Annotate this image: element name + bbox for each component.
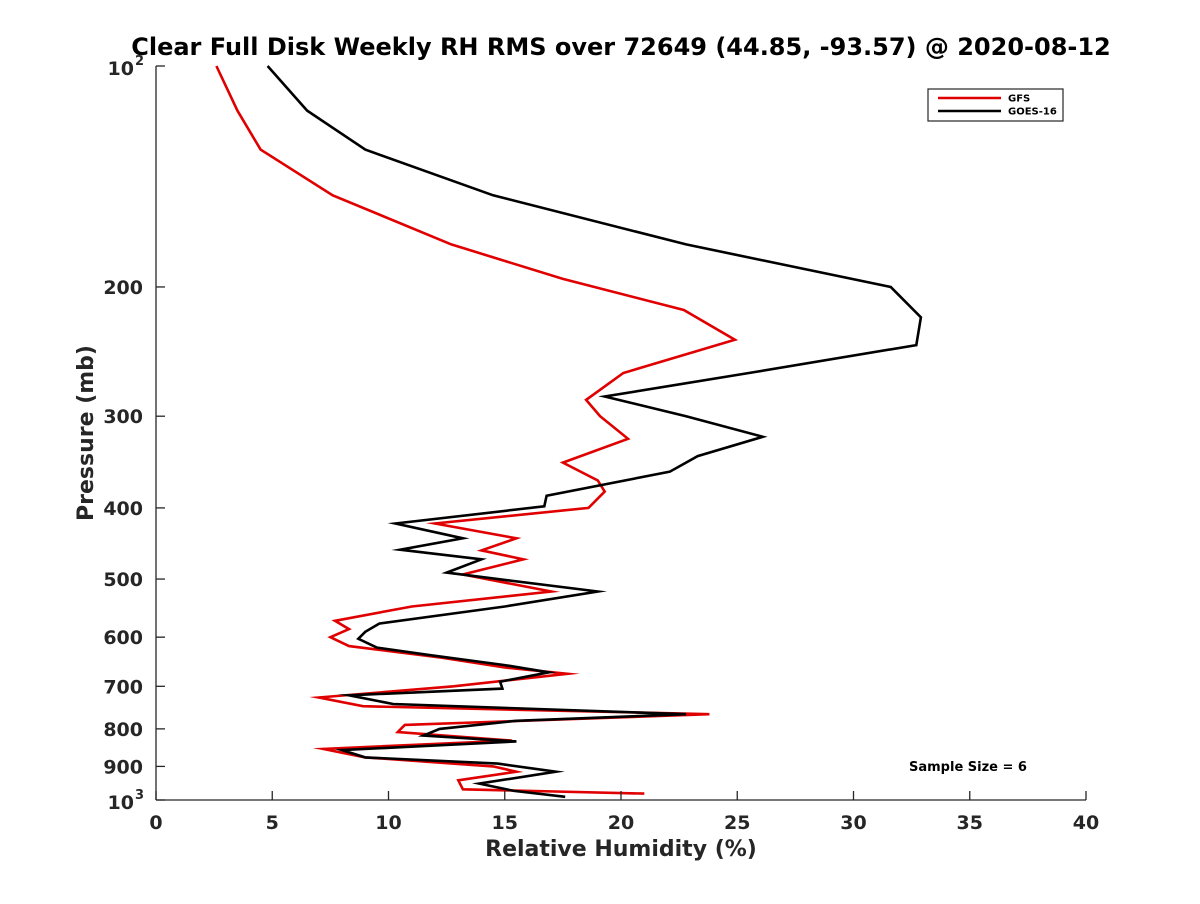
series-line-gfs xyxy=(215,65,739,795)
legend-box xyxy=(927,88,1064,122)
x-tick-label: 20 xyxy=(608,812,634,834)
x-tick-label: 35 xyxy=(957,812,983,834)
y-tick-label: 600 xyxy=(103,627,143,649)
chart-title: Clear Full Disk Weekly RH RMS over 72649… xyxy=(131,33,1111,61)
x-axis-label: Relative Humidity (%) xyxy=(485,837,757,862)
x-tick-label: 0 xyxy=(149,812,162,834)
legend: GFS GOES-16 xyxy=(927,88,1064,122)
legend-label-goes-16: GOES-16 xyxy=(1008,107,1057,118)
y-tick-exponent: 2 xyxy=(135,54,144,69)
x-tick-label: 40 xyxy=(1073,812,1099,834)
x-tick-label: 5 xyxy=(266,812,279,834)
y-tick-label: 900 xyxy=(103,756,143,778)
y-tick-label: 400 xyxy=(103,498,143,520)
x-tick-label: 10 xyxy=(375,812,401,834)
x-tick-label: 25 xyxy=(724,812,750,834)
series-lines xyxy=(215,65,923,799)
legend-label-gfs: GFS xyxy=(1008,94,1030,105)
y-tick-label: 500 xyxy=(103,569,143,591)
x-tick-label: 30 xyxy=(840,812,866,834)
y-tick-label: 200 xyxy=(103,277,143,299)
y-axis-label: Pressure (mb) xyxy=(74,345,99,521)
sample-size-annotation: Sample Size = 6 xyxy=(909,760,1027,775)
series-line-goes-16 xyxy=(266,65,923,799)
y-tick-exponent: 3 xyxy=(135,788,144,803)
y-tick-label: 300 xyxy=(103,406,143,428)
y-tick-label: 10 xyxy=(108,792,134,814)
y-tick-label: 700 xyxy=(103,676,143,698)
y-tick-label: 10 xyxy=(108,58,134,80)
y-tick-label: 800 xyxy=(103,719,143,741)
x-tick-label: 15 xyxy=(492,812,518,834)
